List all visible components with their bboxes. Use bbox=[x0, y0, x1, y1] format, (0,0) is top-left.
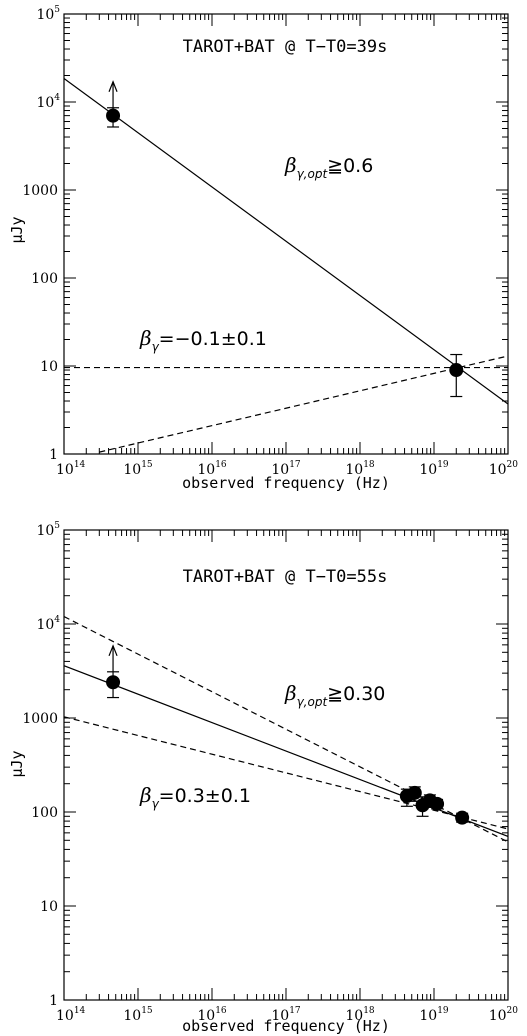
beta-annotation: βγ,opt≧0.30 bbox=[284, 681, 385, 709]
beta-annotation: βγ=0.3±0.1 bbox=[139, 783, 251, 811]
chart-title: TAROT+BAT @ T−T0=55s bbox=[183, 567, 388, 587]
x-tick-label: 1017 bbox=[271, 1006, 301, 1024]
fit-line-dashed bbox=[99, 355, 508, 453]
x-tick-label: 1020 bbox=[489, 460, 519, 478]
x-tick-label: 1015 bbox=[123, 1006, 153, 1024]
y-axis-label: μJy bbox=[8, 216, 26, 243]
y-tick-label: 1000 bbox=[22, 183, 58, 199]
x-tick-label: 1014 bbox=[56, 460, 86, 478]
chart-title: TAROT+BAT @ T−T0=39s bbox=[183, 37, 388, 57]
x-tick-label: 1016 bbox=[197, 1006, 227, 1024]
y-tick-label: 1 bbox=[49, 993, 58, 1009]
x-tick-label: 1017 bbox=[271, 460, 301, 478]
x-tick-label: 1015 bbox=[123, 460, 153, 478]
beta-annotation: βγ=−0.1±0.1 bbox=[139, 326, 267, 354]
data-point bbox=[455, 810, 470, 825]
y-tick-label: 100 bbox=[31, 805, 58, 821]
fit-line-dashed bbox=[64, 716, 508, 830]
arrow-head-icon bbox=[108, 644, 118, 657]
x-tick-label: 1018 bbox=[345, 1006, 375, 1024]
y-tick-label: 104 bbox=[36, 93, 60, 111]
y-tick-label: 100 bbox=[31, 271, 58, 287]
x-tick-label: 1019 bbox=[419, 1006, 449, 1024]
data-point bbox=[449, 363, 464, 378]
plot-frame bbox=[63, 529, 509, 1001]
arrow-head-icon bbox=[108, 80, 118, 92]
y-tick-label: 1 bbox=[49, 447, 58, 463]
data-point bbox=[407, 785, 422, 800]
y-axis-label: μJy bbox=[8, 750, 26, 777]
y-tick-label: 105 bbox=[36, 521, 60, 539]
beta-annotation: βγ,opt≧0.6 bbox=[284, 153, 373, 181]
fit-line-solid bbox=[64, 78, 508, 405]
x-tick-label: 1016 bbox=[197, 460, 227, 478]
bottom-panel: 1014 1015 1016 1017 1018 1019 1020 1 10 100 1000 10… bbox=[8, 521, 518, 1035]
x-axis-label: observed frequency (Hz) bbox=[182, 474, 390, 492]
y-tick-label: 1000 bbox=[22, 711, 58, 727]
x-tick-label: 1018 bbox=[345, 460, 375, 478]
y-tick-label: 104 bbox=[36, 615, 60, 633]
y-tick-label: 10 bbox=[40, 359, 58, 375]
plot-frame bbox=[63, 13, 509, 455]
y-tick-label: 10 bbox=[40, 899, 58, 915]
data-point bbox=[106, 675, 121, 690]
data-point bbox=[106, 108, 121, 123]
data-point bbox=[430, 796, 445, 811]
x-tick-label: 1019 bbox=[419, 460, 449, 478]
x-tick-label: 1020 bbox=[489, 1006, 519, 1024]
x-tick-label: 1014 bbox=[56, 1006, 86, 1024]
x-axis-label: observed frequency (Hz) bbox=[182, 1017, 390, 1035]
top-panel: 1014 1015 1016 1017 1018 1019 1020 1 10 100 1000 10… bbox=[8, 5, 518, 492]
y-tick-label: 105 bbox=[36, 5, 60, 23]
